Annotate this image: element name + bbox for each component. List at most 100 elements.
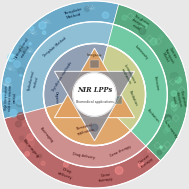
Text: Hydrothermal
method: Hydrothermal method	[27, 70, 40, 93]
Text: Biomedical
applications: Biomedical applications	[75, 123, 95, 136]
Circle shape	[9, 109, 17, 117]
Circle shape	[109, 20, 111, 22]
Circle shape	[115, 167, 123, 174]
Circle shape	[157, 150, 162, 155]
Circle shape	[150, 38, 157, 45]
Circle shape	[0, 93, 7, 100]
Polygon shape	[54, 71, 135, 141]
Polygon shape	[113, 4, 188, 161]
Circle shape	[85, 7, 90, 12]
Circle shape	[23, 123, 26, 126]
Bar	[90, 60, 99, 68]
Text: Hydrothermal
method: Hydrothermal method	[13, 37, 33, 63]
Circle shape	[27, 134, 34, 141]
Circle shape	[166, 125, 172, 131]
Circle shape	[91, 124, 98, 131]
Text: Bioimaging: Bioimaging	[39, 126, 54, 143]
Circle shape	[166, 110, 170, 113]
Circle shape	[19, 136, 23, 140]
Polygon shape	[24, 108, 146, 167]
Circle shape	[19, 45, 25, 52]
Text: Template Method: Template Method	[42, 36, 67, 57]
Circle shape	[170, 72, 178, 80]
Text: Excitation: Excitation	[128, 89, 138, 106]
Circle shape	[18, 68, 24, 74]
Circle shape	[159, 34, 163, 39]
Circle shape	[29, 43, 31, 45]
Circle shape	[21, 41, 26, 46]
Text: Gene
therapy: Gene therapy	[98, 172, 114, 183]
Circle shape	[148, 151, 150, 153]
Circle shape	[10, 110, 16, 115]
Polygon shape	[4, 113, 161, 188]
Circle shape	[16, 96, 24, 104]
Circle shape	[16, 100, 23, 107]
Circle shape	[11, 58, 14, 60]
Text: Template
Method: Template Method	[63, 7, 83, 20]
Text: Biomedical applications: Biomedical applications	[76, 100, 113, 104]
Circle shape	[18, 47, 22, 50]
Circle shape	[28, 139, 35, 146]
Circle shape	[8, 54, 15, 61]
Circle shape	[171, 102, 176, 107]
Circle shape	[25, 152, 29, 156]
Circle shape	[6, 85, 8, 87]
Text: Gene therapy: Gene therapy	[110, 144, 132, 158]
Circle shape	[160, 146, 162, 148]
Text: Two-photon
absorption
model: Two-photon absorption model	[170, 89, 187, 109]
Text: Bioimaging: Bioimaging	[21, 138, 39, 159]
Circle shape	[41, 161, 45, 165]
Polygon shape	[108, 24, 167, 146]
Polygon shape	[45, 100, 131, 146]
Text: Carrier
Transport
Model: Carrier Transport Model	[159, 45, 178, 66]
Circle shape	[143, 153, 147, 156]
Circle shape	[102, 12, 109, 18]
Circle shape	[14, 61, 20, 67]
Polygon shape	[43, 43, 108, 108]
Polygon shape	[54, 48, 135, 118]
Text: Luminosity: Luminosity	[163, 120, 178, 140]
Circle shape	[171, 91, 177, 96]
Circle shape	[20, 140, 27, 147]
Circle shape	[165, 115, 171, 121]
Circle shape	[38, 154, 42, 158]
Circle shape	[17, 113, 25, 120]
Text: Emission: Emission	[153, 76, 159, 91]
Text: High temperature
solid state reaction
method: High temperature solid state reaction me…	[4, 84, 18, 111]
Text: Excitation: Excitation	[146, 108, 160, 123]
Text: NIR LPPs: NIR LPPs	[77, 86, 112, 94]
Bar	[113, 96, 122, 104]
Circle shape	[122, 15, 127, 20]
Circle shape	[7, 102, 9, 104]
Polygon shape	[100, 45, 146, 131]
Circle shape	[88, 6, 92, 9]
Circle shape	[149, 154, 154, 160]
Circle shape	[30, 142, 34, 146]
Circle shape	[141, 23, 147, 29]
Text: Two-photon
absorption
model: Two-photon absorption model	[128, 13, 150, 33]
Circle shape	[137, 13, 142, 19]
Circle shape	[43, 31, 46, 34]
Text: Luminescence
mechanism: Luminescence mechanism	[119, 64, 137, 87]
Circle shape	[138, 162, 144, 167]
Text: Inorganic: Inorganic	[87, 53, 102, 58]
Text: Luminosity: Luminosity	[133, 45, 149, 61]
Circle shape	[15, 121, 21, 127]
Circle shape	[82, 171, 84, 174]
Text: Drug
delivery: Drug delivery	[57, 167, 75, 180]
Circle shape	[6, 78, 11, 83]
Text: Drug delivery: Drug delivery	[72, 152, 95, 160]
Circle shape	[47, 14, 55, 21]
Circle shape	[29, 26, 34, 31]
Text: Synthesis methods: Synthesis methods	[52, 60, 73, 92]
Text: Organic: Organic	[54, 91, 58, 105]
Circle shape	[73, 73, 116, 116]
Circle shape	[167, 42, 173, 49]
Circle shape	[63, 162, 68, 167]
Circle shape	[173, 108, 176, 111]
Circle shape	[166, 118, 171, 122]
Circle shape	[19, 143, 25, 149]
Circle shape	[108, 172, 115, 179]
Circle shape	[175, 77, 181, 83]
Circle shape	[19, 74, 22, 76]
